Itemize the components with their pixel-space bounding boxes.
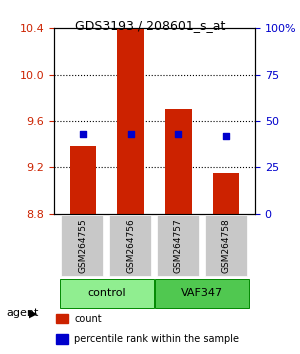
Bar [56, 314, 68, 323]
Text: count: count [74, 314, 102, 324]
Text: GSM264757: GSM264757 [174, 218, 183, 273]
FancyBboxPatch shape [157, 215, 199, 276]
Point [224, 133, 229, 139]
Text: VAF347: VAF347 [181, 288, 224, 298]
Bar [56, 335, 68, 344]
Text: GSM264755: GSM264755 [78, 218, 87, 273]
Point [128, 131, 133, 137]
Text: percentile rank within the sample: percentile rank within the sample [74, 335, 239, 344]
FancyBboxPatch shape [109, 215, 151, 276]
FancyBboxPatch shape [155, 279, 249, 308]
FancyBboxPatch shape [205, 215, 247, 276]
Bar [165, 109, 192, 214]
Bar [213, 173, 239, 214]
Bar [70, 147, 96, 214]
FancyBboxPatch shape [61, 215, 103, 276]
Text: GSM264756: GSM264756 [126, 218, 135, 273]
Text: GSM264758: GSM264758 [222, 218, 231, 273]
Point [176, 131, 181, 137]
FancyBboxPatch shape [60, 279, 154, 308]
Point [80, 131, 85, 137]
Bar [117, 0, 144, 214]
Text: GDS3193 / 208601_s_at: GDS3193 / 208601_s_at [75, 19, 225, 33]
Text: agent: agent [6, 308, 38, 318]
Text: ▶: ▶ [28, 308, 37, 318]
Text: control: control [87, 288, 126, 298]
